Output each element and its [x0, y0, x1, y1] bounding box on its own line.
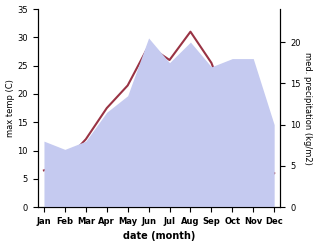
Y-axis label: max temp (C): max temp (C) [5, 79, 15, 137]
X-axis label: date (month): date (month) [123, 231, 195, 242]
Y-axis label: med. precipitation (kg/m2): med. precipitation (kg/m2) [303, 52, 313, 165]
